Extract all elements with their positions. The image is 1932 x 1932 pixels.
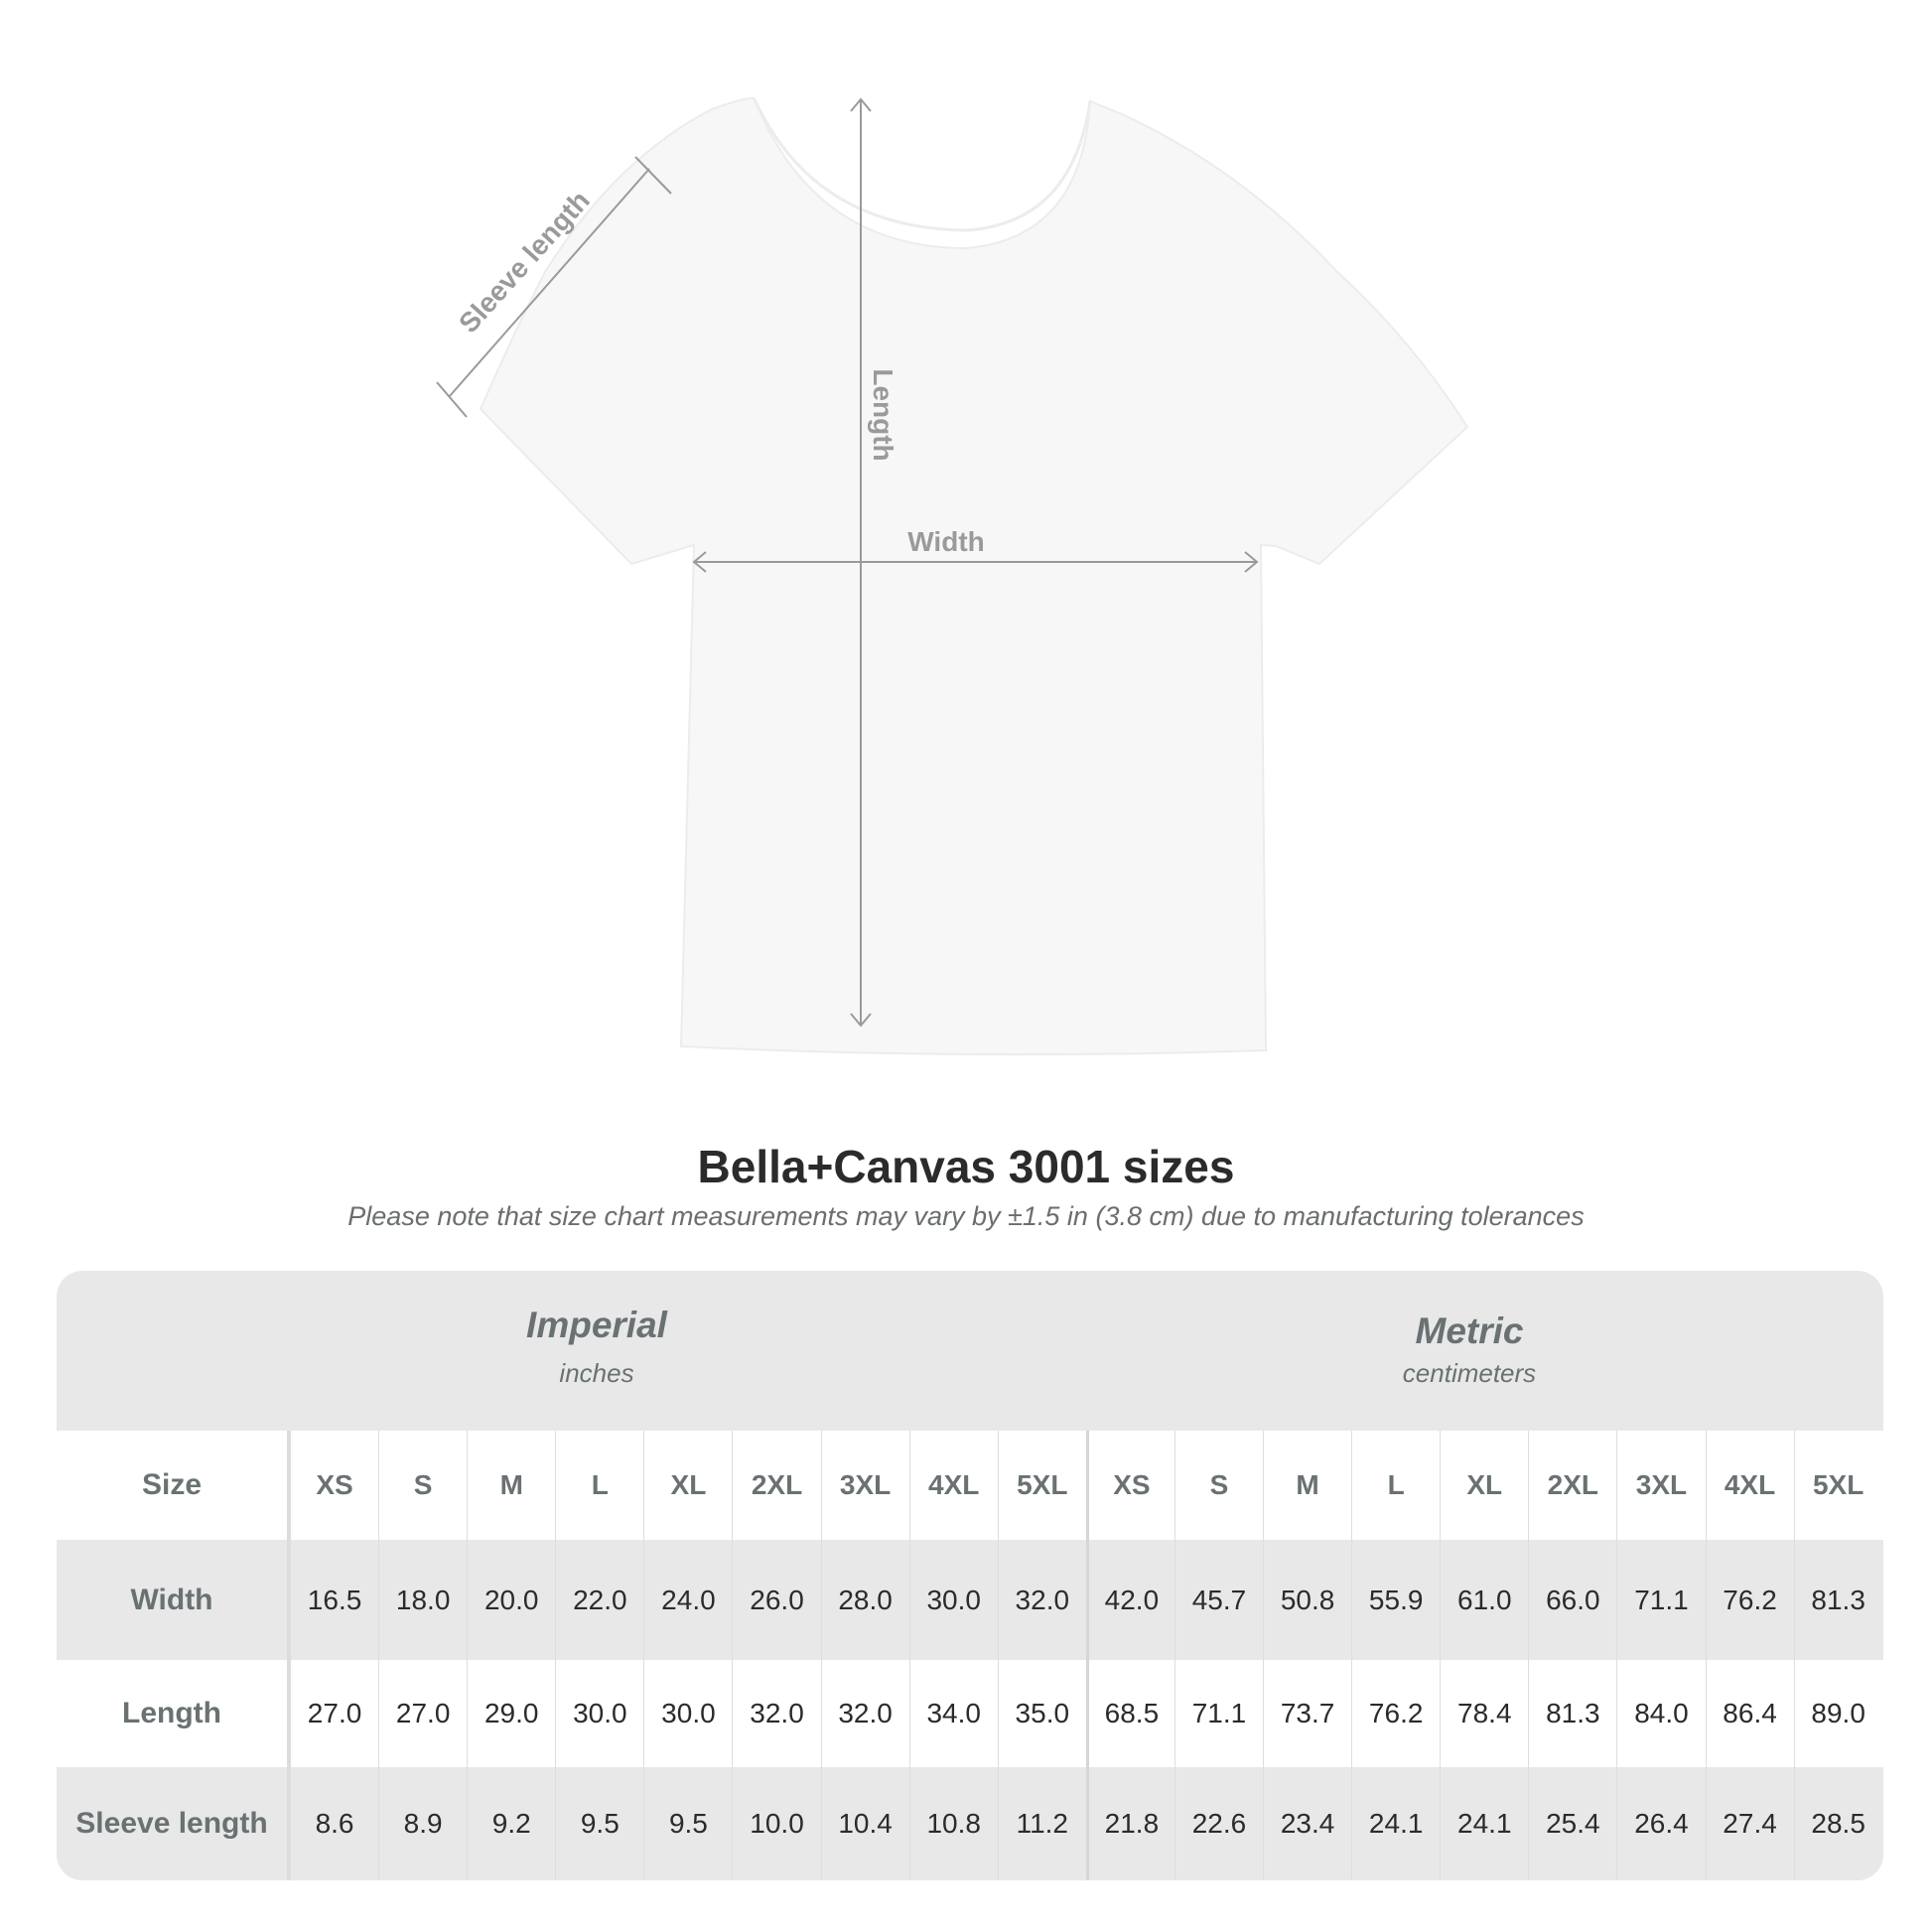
imperial-value-cell: 22.0 (555, 1540, 643, 1660)
metric-value-cell: 21.8 (1085, 1767, 1174, 1880)
metric-value-cell: 25.4 (1528, 1767, 1616, 1880)
imperial-size-header: XS (290, 1431, 378, 1540)
imperial-size-header: L (555, 1431, 643, 1540)
length-label: Length (868, 368, 898, 461)
imperial-value-cell: 28.0 (820, 1540, 909, 1660)
metric-value-cell: 61.0 (1440, 1540, 1528, 1660)
imperial-value-cell: 8.9 (378, 1767, 467, 1880)
metric-value-cell: 76.2 (1705, 1540, 1794, 1660)
table-row: Length 27.0 27.0 29.0 30.0 30.0 32.0 32.0 34.0 35… (57, 1660, 1883, 1767)
metric-value-cell: 73.7 (1263, 1660, 1351, 1767)
metric-value-cell: 78.4 (1440, 1660, 1528, 1767)
metric-size-header: XS (1085, 1431, 1174, 1540)
imperial-size-header: 4XL (908, 1431, 998, 1540)
imperial-value-cell: 10.0 (732, 1767, 820, 1880)
metric-value-cell: 23.4 (1263, 1767, 1351, 1880)
imperial-value-cell: 29.0 (467, 1660, 555, 1767)
imperial-value-cell: 10.4 (820, 1767, 909, 1880)
row-label: Size (57, 1431, 290, 1540)
metric-size-header: XL (1440, 1431, 1528, 1540)
metric-size-header: 3XL (1616, 1431, 1705, 1540)
metric-title: Metric (1415, 1311, 1524, 1351)
metric-value-cell: 81.3 (1793, 1540, 1882, 1660)
imperial-value-cell: 10.8 (908, 1767, 998, 1880)
row-label: Sleeve length (57, 1767, 290, 1880)
imperial-size-header: S (378, 1431, 467, 1540)
imperial-size-header: 5XL (997, 1431, 1086, 1540)
metric-size-header: L (1351, 1431, 1440, 1540)
sleeve-length-line (448, 168, 650, 398)
imperial-value-cell: 32.0 (732, 1660, 820, 1767)
imperial-size-header: XL (643, 1431, 732, 1540)
table-row: Width 16.5 18.0 20.0 22.0 24.0 26.0 28.0 30.0 32.… (57, 1540, 1883, 1660)
metric-size-header: 5XL (1793, 1431, 1882, 1540)
metric-value-cell: 42.0 (1085, 1540, 1174, 1660)
metric-unit: centimeters (1402, 1358, 1537, 1388)
imperial-unit: inches (559, 1358, 634, 1388)
metric-value-cell: 22.6 (1173, 1767, 1263, 1880)
metric-size-header: M (1263, 1431, 1351, 1540)
unit-header: Imperial inches Metric centimeters (57, 1271, 1883, 1431)
metric-value-cell: 81.3 (1528, 1660, 1616, 1767)
metric-size-header: 2XL (1528, 1431, 1616, 1540)
metric-value-cell: 50.8 (1263, 1540, 1351, 1660)
size-table: Imperial inches Metric centimeters Size X… (57, 1271, 1883, 1880)
metric-value-cell: 76.2 (1351, 1660, 1440, 1767)
tshirt-image (479, 96, 1469, 1056)
imperial-value-cell: 26.0 (732, 1540, 820, 1660)
imperial-value-cell: 9.5 (643, 1767, 732, 1880)
imperial-value-cell: 20.0 (467, 1540, 555, 1660)
metric-value-cell: 28.5 (1793, 1767, 1882, 1880)
imperial-value-cell: 9.5 (555, 1767, 643, 1880)
metric-value-cell: 84.0 (1616, 1660, 1705, 1767)
metric-value-cell: 66.0 (1528, 1540, 1616, 1660)
metric-value-cell: 71.1 (1173, 1660, 1263, 1767)
tshirt-diagram: Length Width Sleeve length (436, 96, 1469, 1056)
imperial-size-header: M (467, 1431, 555, 1540)
metric-value-cell: 45.7 (1173, 1540, 1263, 1660)
imperial-value-cell: 18.0 (378, 1540, 467, 1660)
row-label: Width (57, 1540, 290, 1660)
imperial-value-cell: 32.0 (997, 1540, 1086, 1660)
size-header-row: Size XS S M L XL 2XL 3XL 4XL 5XL XS S M L XL 2XL 3XL 4XL 5… (57, 1431, 1883, 1540)
imperial-value-cell: 35.0 (997, 1660, 1086, 1767)
imperial-title: Imperial (526, 1305, 667, 1345)
metric-value-cell: 71.1 (1616, 1540, 1705, 1660)
imperial-value-cell: 24.0 (643, 1540, 732, 1660)
imperial-value-cell: 9.2 (467, 1767, 555, 1880)
imperial-value-cell: 32.0 (820, 1660, 909, 1767)
width-label: Width (907, 526, 985, 557)
metric-value-cell: 86.4 (1705, 1660, 1794, 1767)
row-label: Length (57, 1660, 290, 1767)
table-row: Sleeve length 8.6 8.9 9.2 9.5 9.5 10.0 10.4 10.8… (57, 1767, 1883, 1880)
imperial-value-cell: 30.0 (908, 1540, 998, 1660)
metric-value-cell: 24.1 (1351, 1767, 1440, 1880)
metric-size-header: 4XL (1705, 1431, 1794, 1540)
imperial-value-cell: 27.0 (378, 1660, 467, 1767)
imperial-header: Imperial inches (249, 1305, 944, 1389)
metric-value-cell: 27.4 (1705, 1767, 1794, 1880)
tolerance-note: Please note that size chart measurements… (347, 1201, 1585, 1231)
imperial-value-cell: 11.2 (997, 1767, 1086, 1880)
metric-value-cell: 26.4 (1616, 1767, 1705, 1880)
imperial-value-cell: 30.0 (555, 1660, 643, 1767)
imperial-value-cell: 8.6 (290, 1767, 378, 1880)
metric-header: Metric centimeters (1122, 1311, 1817, 1389)
imperial-value-cell: 27.0 (290, 1660, 378, 1767)
imperial-size-header: 2XL (732, 1431, 820, 1540)
metric-value-cell: 24.1 (1440, 1767, 1528, 1880)
page-title: Bella+Canvas 3001 sizes (697, 1141, 1235, 1192)
imperial-value-cell: 30.0 (643, 1660, 732, 1767)
imperial-size-header: 3XL (820, 1431, 909, 1540)
metric-size-header: S (1173, 1431, 1263, 1540)
metric-value-cell: 89.0 (1793, 1660, 1882, 1767)
imperial-value-cell: 16.5 (290, 1540, 378, 1660)
metric-value-cell: 55.9 (1351, 1540, 1440, 1660)
imperial-value-cell: 34.0 (908, 1660, 998, 1767)
metric-value-cell: 68.5 (1085, 1660, 1174, 1767)
